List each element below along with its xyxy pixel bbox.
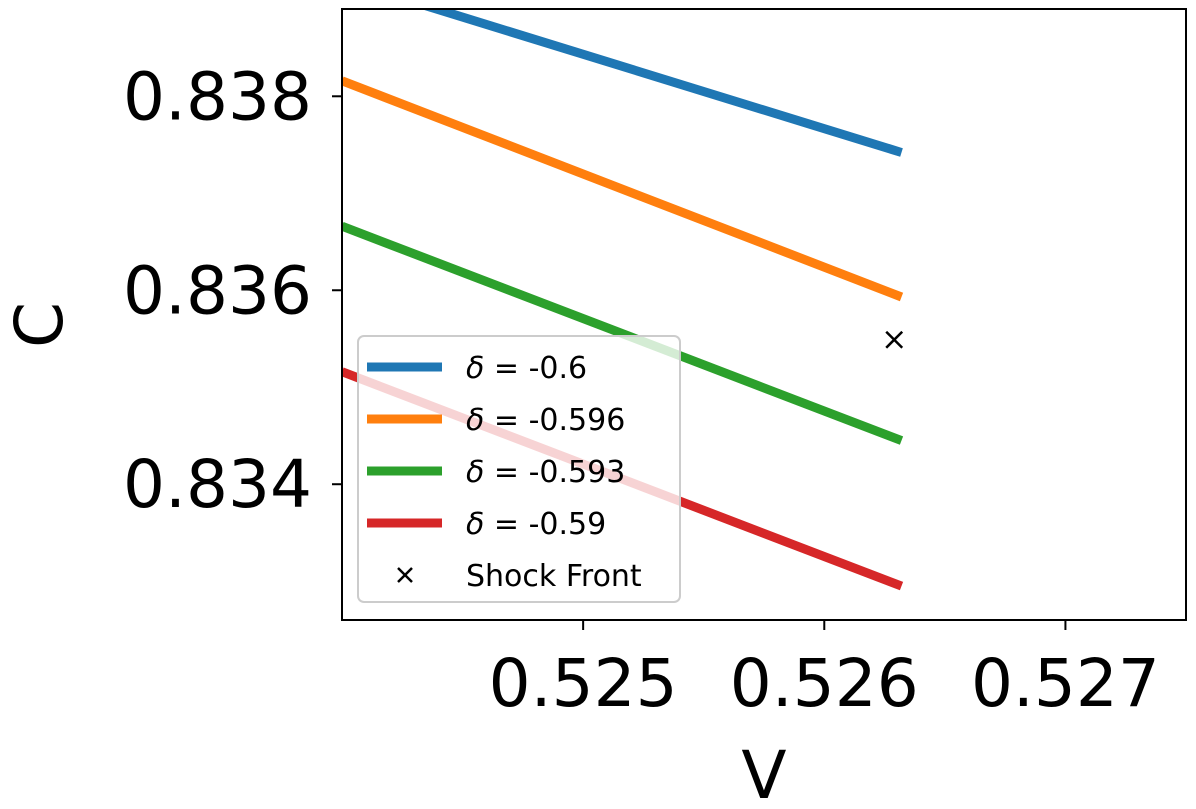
legend-label: δ = -0.6 bbox=[466, 351, 587, 386]
y-axis-label: C bbox=[1, 302, 78, 348]
legend-item-5: Shock Front bbox=[397, 559, 642, 594]
y-tick-label: 0.838 bbox=[123, 58, 312, 135]
x-axis: 0.525 0.526 0.527 bbox=[489, 620, 1160, 722]
legend-item-3: δ = -0.593 bbox=[367, 455, 625, 490]
legend-item-4: δ = -0.59 bbox=[367, 507, 606, 542]
marker-layer bbox=[885, 330, 904, 349]
x-tick-label: 0.526 bbox=[730, 645, 919, 722]
legend-item-2: δ = -0.596 bbox=[367, 403, 625, 438]
series-line-2 bbox=[342, 76, 904, 302]
series-line-1 bbox=[421, 9, 903, 157]
x-tick-label: 0.525 bbox=[489, 645, 678, 722]
y-tick-label: 0.836 bbox=[123, 252, 312, 329]
x-axis-label: V bbox=[741, 737, 786, 809]
plot-frame bbox=[341, 8, 1187, 621]
legend: δ = -0.6 δ = -0.596 δ = -0.593 δ = -0.59 Sho… bbox=[357, 335, 681, 603]
legend-label: Shock Front bbox=[466, 559, 642, 594]
series-line-3 bbox=[342, 221, 904, 445]
legend-label: δ = -0.59 bbox=[466, 507, 606, 542]
legend-label: δ = -0.596 bbox=[466, 403, 625, 438]
legend-item-1: δ = -0.6 bbox=[367, 351, 587, 386]
y-axis: 0.834 0.836 0.838 bbox=[123, 58, 342, 523]
shock-front-marker bbox=[885, 330, 904, 349]
legend-label: δ = -0.593 bbox=[466, 455, 625, 490]
legend-box bbox=[357, 335, 681, 603]
y-tick-label: 0.834 bbox=[123, 446, 312, 523]
x-tick-label: 0.527 bbox=[971, 645, 1160, 722]
